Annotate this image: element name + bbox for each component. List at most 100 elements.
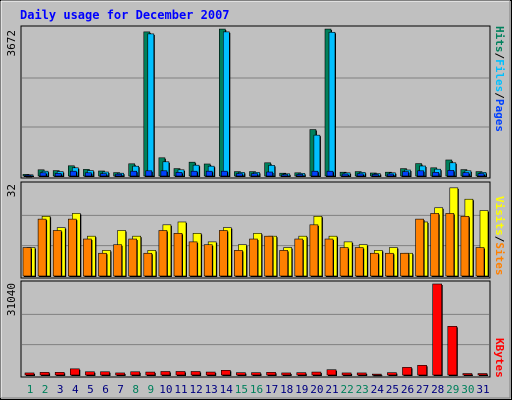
x-label-day-4: 4	[72, 383, 79, 396]
x-axis-labels: 1 2 3 4 5 6 7 8 9 10 11 12 13 14 15 16 17 18 19 20 21 22 23 24 2…	[27, 383, 490, 396]
legend-hits-files-pages: Hits/Files/Pages	[493, 26, 506, 132]
legend-sep-1: /	[493, 53, 506, 60]
bar-pages-day-3	[54, 173, 62, 177]
bar-kbytes-day-18	[281, 372, 292, 376]
bar-kbytes-day-29	[447, 326, 458, 376]
bar-sites-day-30	[460, 215, 470, 277]
bar-kbytes-day-17	[266, 372, 276, 376]
bar-kbytes-day-31	[477, 373, 488, 376]
bar-sites-day-18	[279, 250, 289, 277]
bar-sites-day-7	[113, 244, 122, 277]
bar-pages-day-9	[145, 170, 153, 177]
bar-kbytes-day-5	[85, 371, 95, 376]
bar-kbytes-day-14	[221, 370, 231, 376]
x-label-day-6: 6	[102, 383, 109, 396]
bar-pages-day-22	[341, 173, 349, 177]
legend-sep-2: /	[493, 92, 506, 99]
x-label-day-17: 17	[265, 383, 278, 396]
bar-pages-day-21	[326, 170, 334, 177]
bar-sites-day-11	[173, 233, 183, 277]
bar-pages-day-30	[462, 172, 470, 177]
legend-sep-3: /	[493, 236, 506, 243]
bar-kbytes-day-19	[296, 372, 307, 376]
bars-layer	[22, 28, 489, 377]
x-label-day-9: 9	[147, 383, 154, 396]
bar-kbytes-day-2	[39, 372, 50, 376]
bar-sites-day-23	[354, 247, 364, 277]
x-label-day-25: 25	[386, 383, 399, 396]
bar-kbytes-day-20	[311, 371, 322, 376]
legend-visits-sites: Visits/Sites	[493, 196, 506, 276]
ymax-label-visits: 32	[5, 184, 18, 197]
bar-sites-day-17	[264, 235, 273, 277]
x-label-day-5: 5	[87, 383, 94, 396]
bar-sites-day-20	[309, 224, 319, 277]
bar-pages-day-19	[296, 174, 304, 177]
bar-kbytes-day-27	[417, 365, 427, 376]
bar-kbytes-day-26	[402, 367, 412, 376]
bar-pages-day-7	[115, 173, 122, 177]
bar-sites-day-16	[249, 238, 258, 277]
bar-pages-day-27	[417, 170, 424, 177]
bar-kbytes-day-22	[341, 372, 352, 376]
bar-sites-day-31	[475, 247, 485, 277]
x-label-day-2: 2	[42, 383, 49, 396]
bar-pages-day-15	[236, 173, 243, 177]
x-label-day-29: 29	[446, 383, 459, 396]
bar-pages-day-20	[311, 170, 319, 177]
bar-pages-day-31	[477, 173, 485, 177]
bar-sites-day-27	[415, 218, 424, 277]
x-label-day-13: 13	[205, 383, 218, 396]
bar-kbytes-day-12	[190, 371, 201, 376]
panel-hits-files-pages	[20, 25, 491, 179]
bar-sites-day-10	[158, 230, 168, 277]
bar-pages-day-14	[221, 170, 228, 177]
bar-kbytes-day-16	[251, 372, 261, 376]
ymax-label-hits: 3672	[5, 30, 18, 57]
bar-kbytes-day-24	[371, 373, 382, 376]
legend-kbytes: KBytes	[493, 338, 506, 378]
bar-kbytes-day-25	[387, 372, 397, 376]
bar-kbytes-day-9	[145, 371, 156, 376]
x-label-day-15: 15	[235, 383, 248, 396]
bar-kbytes-day-30	[462, 373, 473, 376]
bar-kbytes-day-1	[24, 372, 35, 376]
bar-sites-day-15	[234, 250, 243, 277]
x-label-day-10: 10	[159, 383, 172, 396]
bar-pages-day-16	[251, 173, 258, 177]
bar-sites-day-21	[324, 238, 334, 277]
legend-files: Files	[493, 59, 506, 92]
bar-sites-day-29	[445, 213, 455, 277]
x-label-day-28: 28	[431, 383, 444, 396]
x-label-day-16: 16	[250, 383, 263, 396]
bar-kbytes-day-13	[205, 371, 216, 376]
bar-kbytes-day-23	[356, 372, 367, 376]
x-label-day-26: 26	[401, 383, 414, 396]
x-label-day-12: 12	[189, 383, 202, 396]
bar-pages-day-24	[371, 174, 379, 177]
bar-pages-day-17	[266, 171, 273, 177]
bar-sites-day-13	[203, 244, 213, 277]
bar-pages-day-5	[85, 172, 92, 177]
x-label-day-11: 11	[174, 383, 187, 396]
bar-pages-day-1	[24, 174, 32, 177]
bar-kbytes-day-10	[160, 371, 171, 376]
bar-files-day-20	[313, 134, 321, 177]
bar-kbytes-day-8	[130, 371, 140, 376]
bar-sites-day-14	[219, 230, 228, 277]
bar-pages-day-25	[387, 173, 394, 177]
bar-kbytes-day-28	[432, 283, 443, 376]
x-label-day-23: 23	[356, 383, 369, 396]
bar-sites-day-5	[83, 238, 92, 277]
chart-title: Daily usage for December 2007	[20, 8, 230, 22]
bar-pages-day-4	[70, 170, 77, 177]
bar-pages-day-18	[281, 174, 289, 177]
x-label-day-20: 20	[310, 383, 323, 396]
bar-kbytes-day-24-shadow	[373, 375, 383, 377]
legend-sites: Sites	[493, 242, 506, 275]
bar-files-day-9	[147, 33, 155, 177]
bar-files-day-21	[328, 31, 336, 177]
bar-sites-day-19	[294, 238, 304, 277]
